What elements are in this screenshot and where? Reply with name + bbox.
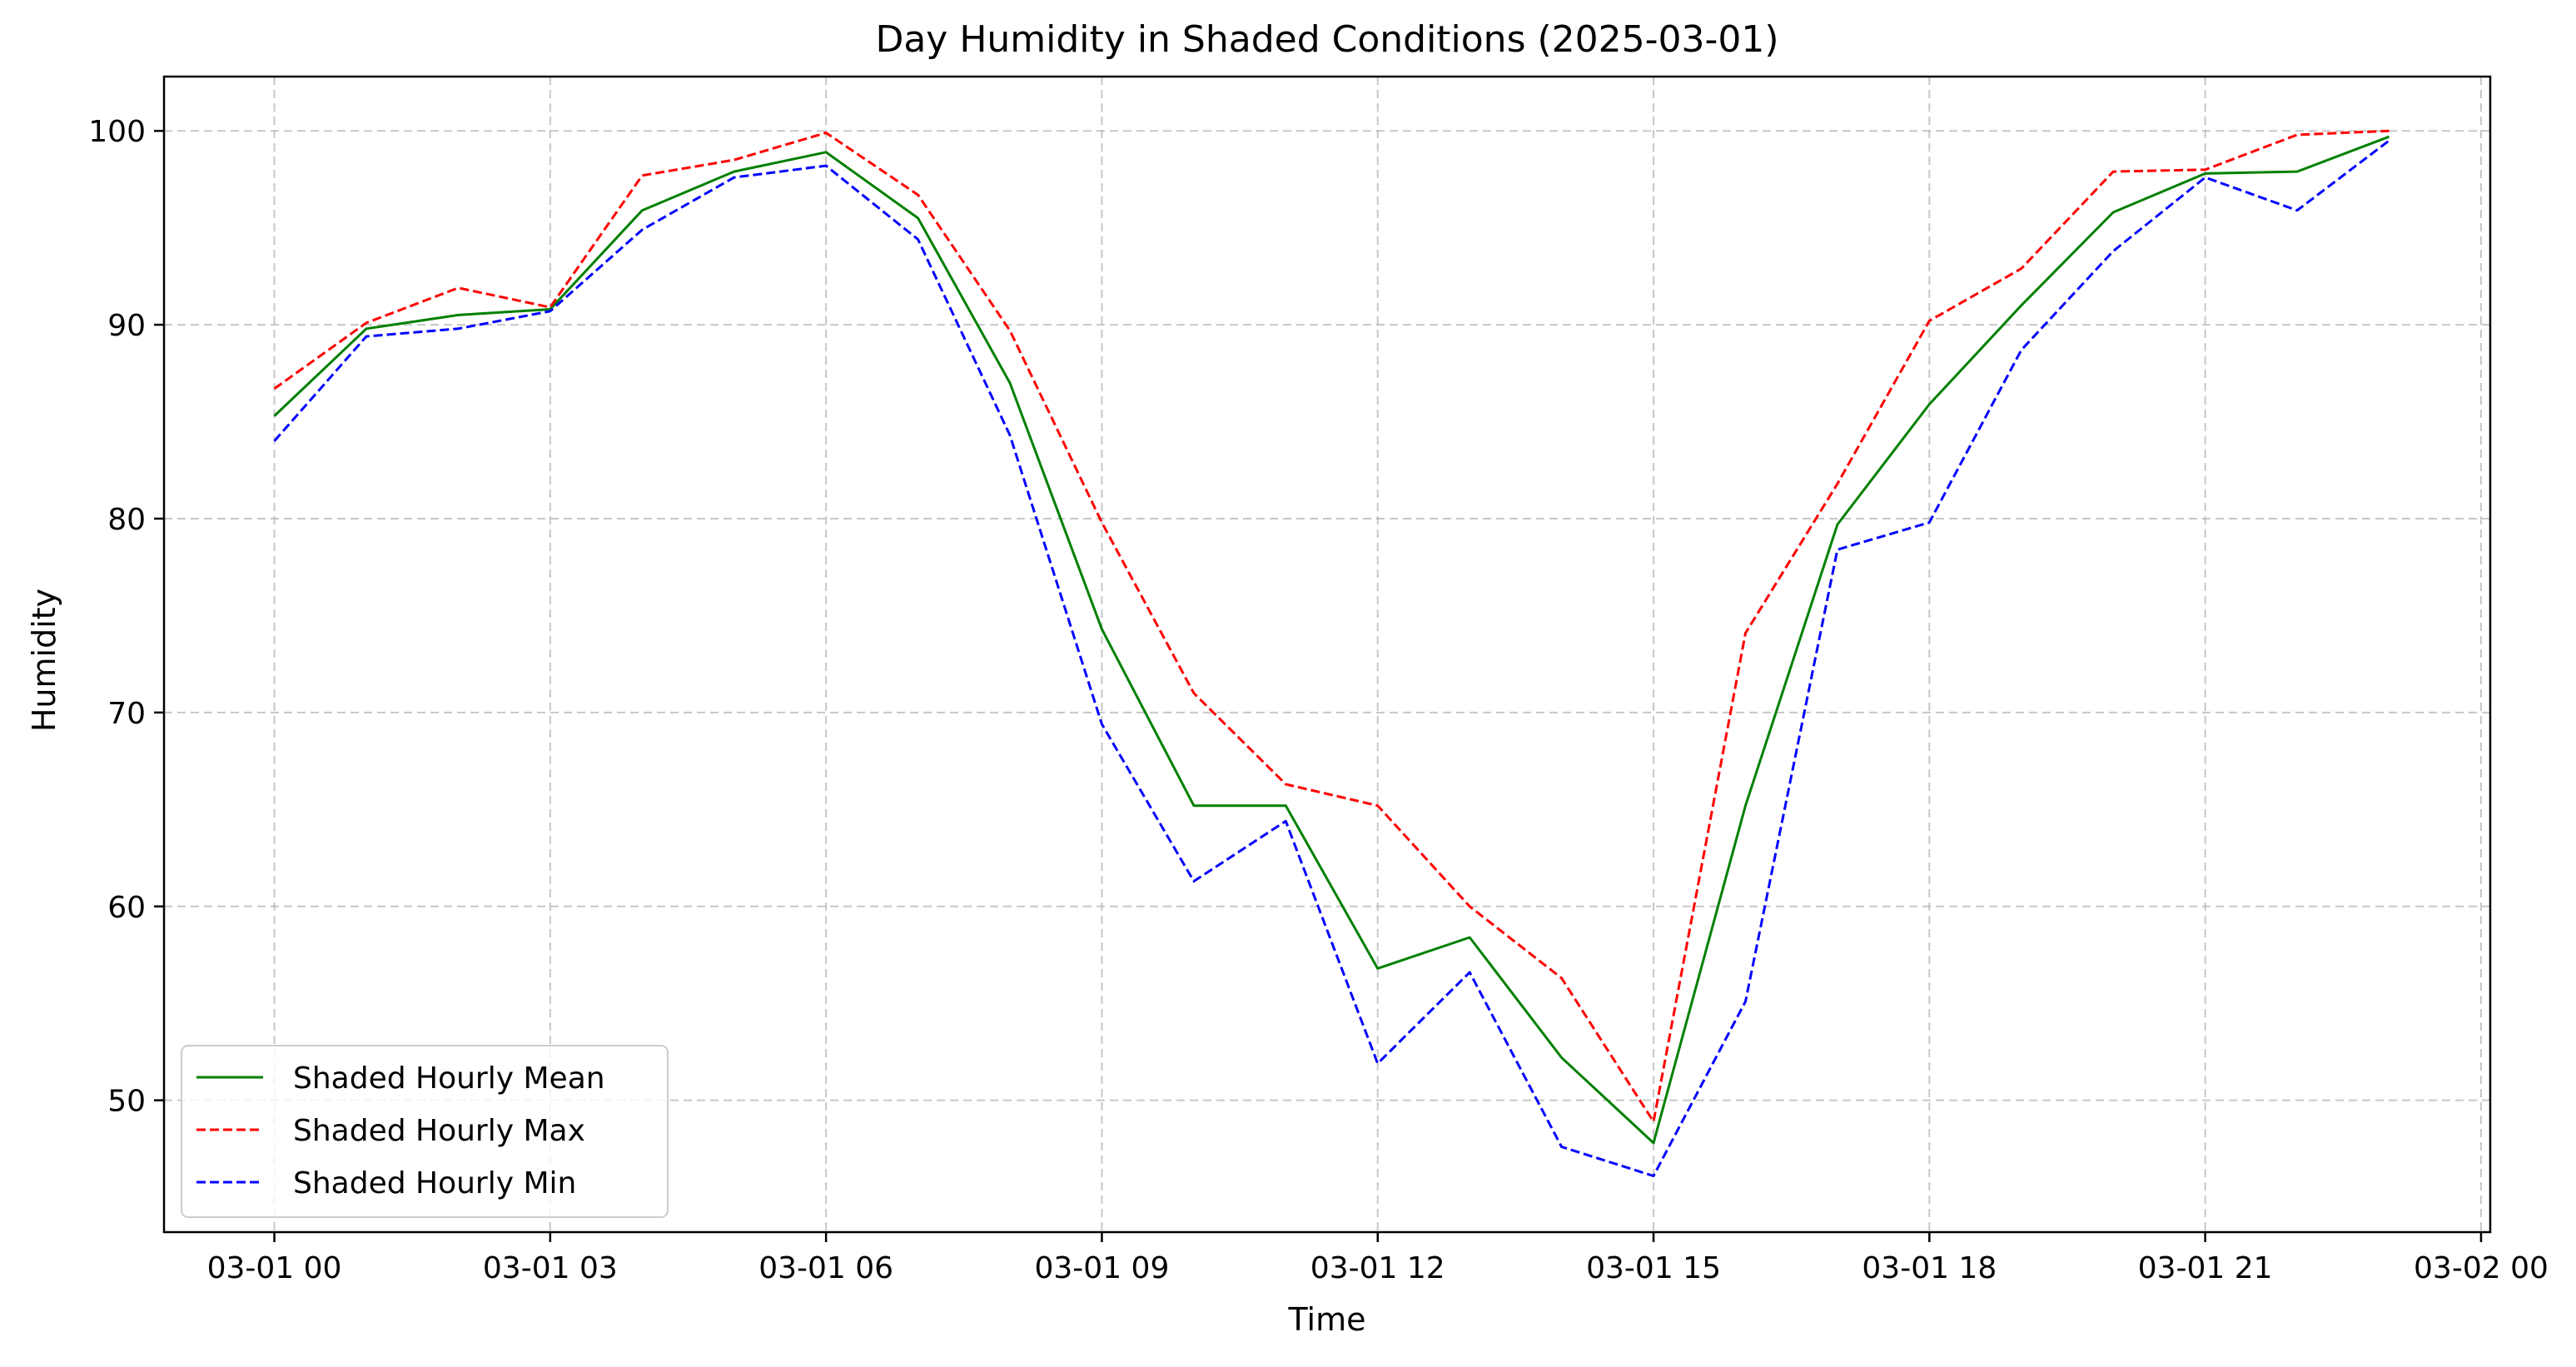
x-tick-label: 03-01 09 [1035, 1251, 1170, 1285]
legend-label: Shaded Hourly Max [293, 1114, 585, 1148]
x-tick-label: 03-01 00 [207, 1251, 342, 1285]
y-tick-label: 50 [107, 1085, 146, 1119]
y-tick-label: 100 [88, 115, 146, 149]
legend-label: Shaded Hourly Min [293, 1166, 576, 1200]
chart-title: Day Humidity in Shaded Conditions (2025-… [875, 18, 1778, 61]
y-tick-label: 70 [107, 697, 146, 731]
series-line-min [275, 141, 2390, 1176]
series-layer [274, 131, 2389, 1176]
x-tick-label: 03-01 21 [2138, 1251, 2273, 1285]
y-axis-label: Humidity [26, 589, 62, 732]
y-tick-label: 60 [107, 891, 146, 925]
y-tick-label: 80 [107, 503, 146, 537]
x-tick-label: 03-02 00 [2414, 1251, 2549, 1285]
y-tick-label: 90 [107, 309, 146, 343]
legend: Shaded Hourly Mean Shaded Hourly Max Shade… [182, 1046, 668, 1217]
legend-label: Shaded Hourly Mean [293, 1061, 605, 1096]
x-tick-label: 03-01 18 [1862, 1251, 1997, 1285]
x-tick-label: 03-01 03 [483, 1251, 618, 1285]
series-line-mean [275, 137, 2390, 1143]
x-tick-label: 03-01 15 [1586, 1251, 1721, 1285]
x-tick-label: 03-01 06 [758, 1251, 893, 1285]
x-tick-label: 03-01 12 [1310, 1251, 1445, 1285]
x-axis-label: Time [1288, 1301, 1366, 1338]
series-line-max [275, 131, 2390, 1121]
